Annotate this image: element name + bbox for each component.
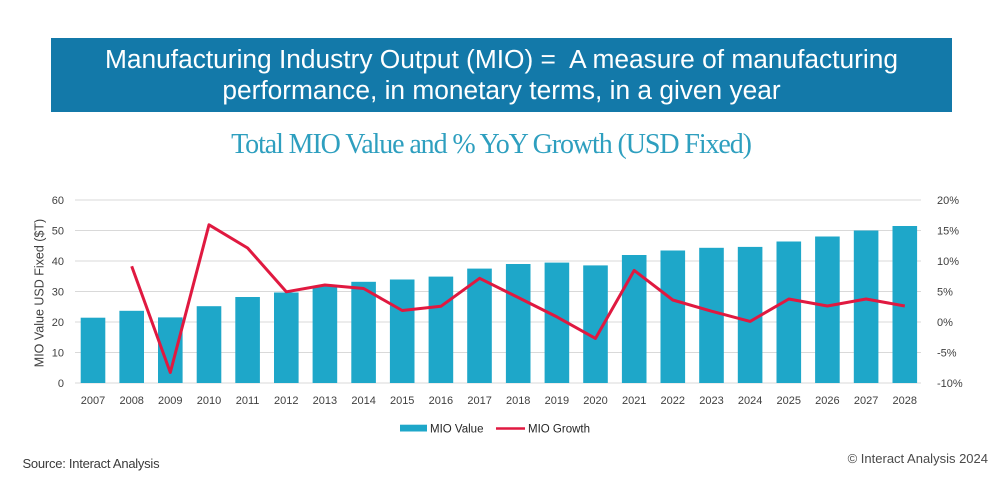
svg-text:2019: 2019 [545, 395, 569, 407]
svg-text:2007: 2007 [81, 395, 105, 407]
svg-text:2028: 2028 [893, 395, 917, 407]
svg-text:MIO Value: MIO Value [430, 424, 483, 436]
svg-text:2024: 2024 [738, 395, 762, 407]
svg-text:10: 10 [52, 348, 64, 360]
svg-text:20: 20 [52, 317, 64, 329]
svg-text:2016: 2016 [429, 395, 453, 407]
svg-text:2012: 2012 [274, 395, 298, 407]
svg-text:10%: 10% [937, 256, 959, 268]
svg-text:MIO Growth: MIO Growth [528, 424, 590, 436]
svg-text:2014: 2014 [351, 395, 375, 407]
svg-text:2010: 2010 [197, 395, 221, 407]
svg-text:2027: 2027 [854, 395, 878, 407]
svg-text:2013: 2013 [313, 395, 337, 407]
svg-text:-5%: -5% [937, 348, 957, 360]
svg-text:15%: 15% [937, 226, 959, 238]
svg-text:5%: 5% [937, 287, 953, 299]
svg-text:30: 30 [52, 287, 64, 299]
svg-text:2011: 2011 [236, 395, 260, 407]
svg-text:2015: 2015 [390, 395, 414, 407]
svg-text:2021: 2021 [622, 395, 646, 407]
svg-text:0: 0 [58, 378, 64, 390]
svg-text:2023: 2023 [699, 395, 723, 407]
svg-text:2020: 2020 [583, 395, 607, 407]
svg-text:60: 60 [52, 195, 64, 207]
svg-text:40: 40 [52, 256, 64, 268]
svg-text:2017: 2017 [467, 395, 491, 407]
svg-text:2022: 2022 [661, 395, 685, 407]
svg-text:MIO Value USD Fixed ($T): MIO Value USD Fixed ($T) [33, 219, 47, 367]
svg-text:20%: 20% [937, 195, 959, 207]
svg-text:50: 50 [52, 226, 64, 238]
svg-text:-10%: -10% [937, 378, 963, 390]
svg-text:2008: 2008 [119, 395, 143, 407]
svg-text:2025: 2025 [777, 395, 801, 407]
svg-text:2026: 2026 [815, 395, 839, 407]
svg-text:2018: 2018 [506, 395, 530, 407]
svg-text:2009: 2009 [158, 395, 182, 407]
svg-text:0%: 0% [937, 317, 953, 329]
